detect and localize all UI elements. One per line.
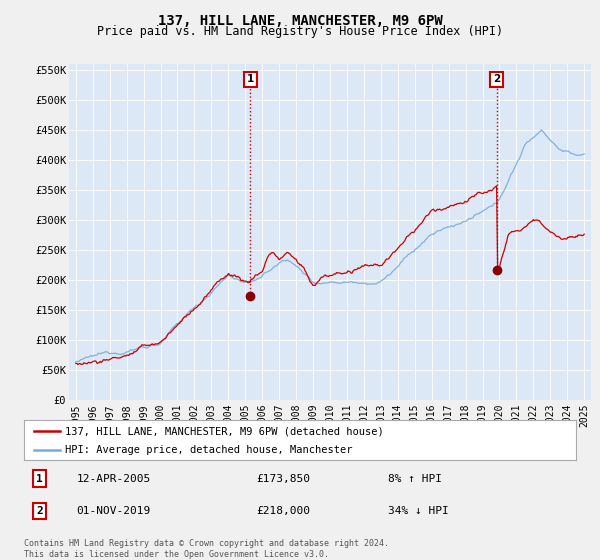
Text: 2: 2: [36, 506, 43, 516]
Text: £173,850: £173,850: [256, 474, 310, 483]
Text: 01-NOV-2019: 01-NOV-2019: [76, 506, 151, 516]
Text: 1: 1: [247, 74, 254, 85]
Text: Contains HM Land Registry data © Crown copyright and database right 2024.
This d: Contains HM Land Registry data © Crown c…: [24, 539, 389, 559]
Text: £218,000: £218,000: [256, 506, 310, 516]
Text: 8% ↑ HPI: 8% ↑ HPI: [388, 474, 442, 483]
Text: 34% ↓ HPI: 34% ↓ HPI: [388, 506, 449, 516]
Text: 1: 1: [36, 474, 43, 483]
Text: HPI: Average price, detached house, Manchester: HPI: Average price, detached house, Manc…: [65, 445, 353, 455]
Text: 137, HILL LANE, MANCHESTER, M9 6PW (detached house): 137, HILL LANE, MANCHESTER, M9 6PW (deta…: [65, 426, 384, 436]
Text: 2: 2: [493, 74, 500, 85]
Text: 137, HILL LANE, MANCHESTER, M9 6PW: 137, HILL LANE, MANCHESTER, M9 6PW: [158, 14, 442, 28]
Text: 12-APR-2005: 12-APR-2005: [76, 474, 151, 483]
Text: Price paid vs. HM Land Registry's House Price Index (HPI): Price paid vs. HM Land Registry's House …: [97, 25, 503, 38]
